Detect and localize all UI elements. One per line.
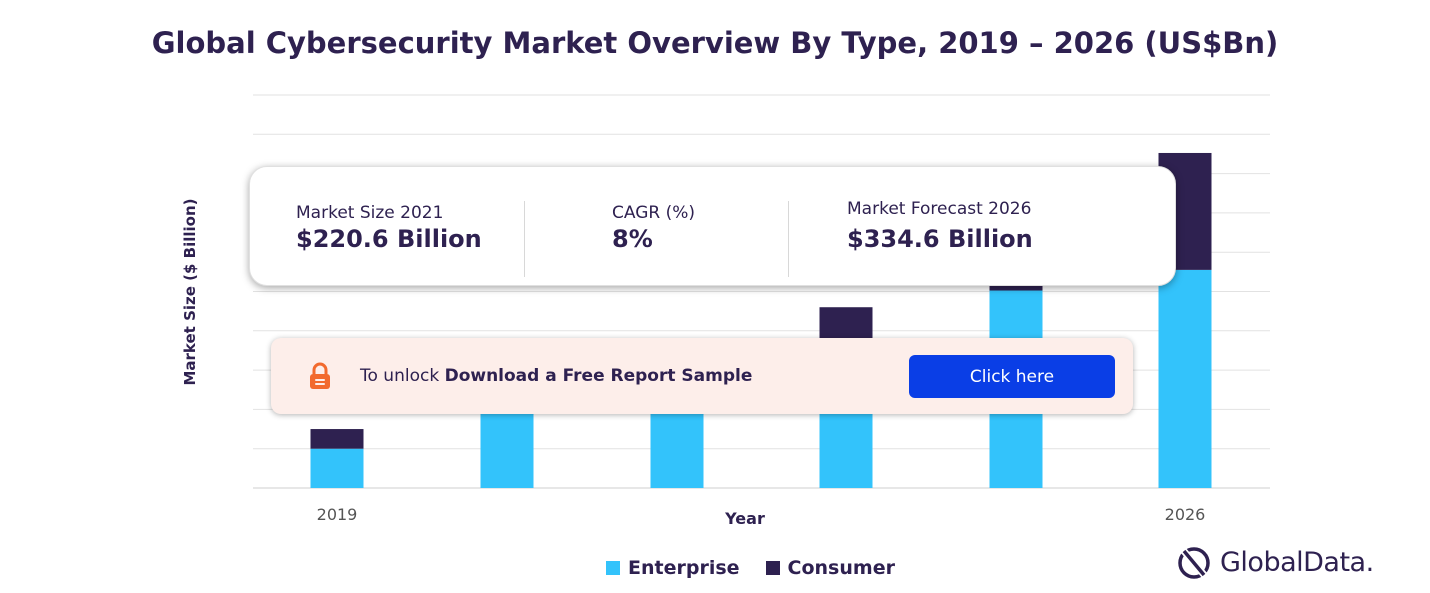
legend-label-enterprise: Enterprise	[628, 557, 740, 579]
stat-forecast: Market Forecast 2026 $334.6 Billion	[847, 199, 1033, 253]
y-axis-label: Market Size ($ Billion)	[181, 198, 199, 386]
x-tick-label: 2019	[316, 505, 358, 524]
bar-enterprise-2019	[310, 448, 364, 488]
legend-item-enterprise: Enterprise	[606, 557, 740, 579]
x-tick-label: 2026	[1164, 505, 1206, 524]
x-axis-label: Year	[725, 509, 765, 528]
stat-market-size-label: Market Size 2021	[296, 203, 444, 223]
legend-label-consumer: Consumer	[787, 557, 895, 579]
chart-title: Global Cybersecurity Market Overview By …	[151, 26, 1279, 60]
stat-market-size-value: $220.6 Billion	[296, 225, 482, 253]
unlock-prefix: To unlock	[360, 366, 445, 386]
stat-divider	[524, 201, 525, 277]
stat-cagr: CAGR (%) 8%	[612, 203, 695, 253]
stat-forecast-label: Market Forecast 2026	[847, 199, 1032, 219]
stat-cagr-value: 8%	[612, 225, 653, 253]
legend-swatch-enterprise	[606, 561, 620, 575]
unlock-link-text[interactable]: Download a Free Report Sample	[444, 366, 753, 386]
click-here-button[interactable]: Click here	[909, 355, 1115, 398]
legend: Enterprise Consumer	[606, 555, 921, 581]
bar-consumer-2019	[310, 429, 364, 449]
stat-divider	[788, 201, 789, 277]
globaldata-logo-text: GlobalData.	[1220, 546, 1374, 578]
globaldata-logo: GlobalData.	[1174, 544, 1374, 580]
bar-enterprise-2026	[1158, 269, 1212, 488]
globaldata-logo-icon	[1178, 547, 1210, 579]
legend-swatch-consumer	[765, 561, 780, 575]
unlock-text: To unlock Download a Free Report Sample	[360, 366, 752, 386]
stat-market-size: Market Size 2021 $220.6 Billion	[296, 203, 482, 253]
stats-card: Market Size 2021 $220.6 Billion CAGR (%)…	[249, 166, 1176, 286]
lock-icon	[310, 362, 330, 389]
stat-cagr-label: CAGR (%)	[612, 203, 696, 223]
stat-forecast-value: $334.6 Billion	[847, 225, 1033, 253]
legend-item-consumer: Consumer	[765, 557, 895, 579]
